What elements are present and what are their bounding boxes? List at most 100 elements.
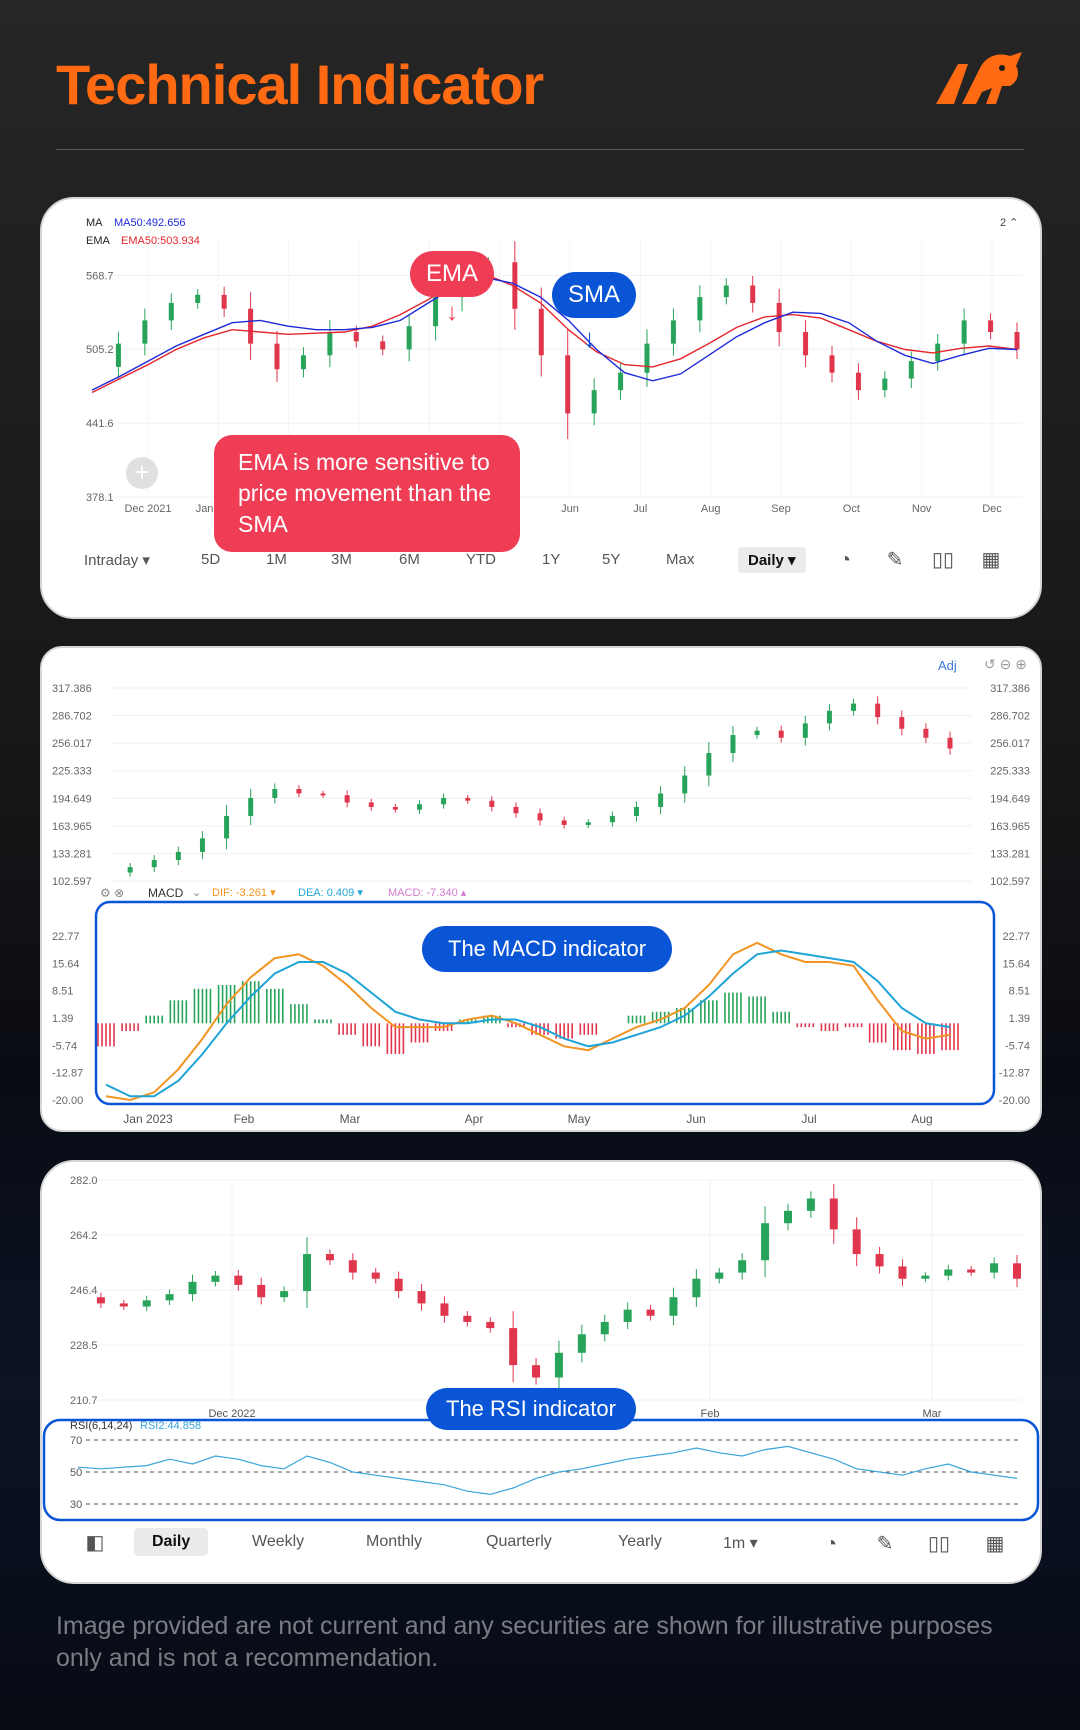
c1-price-candle — [618, 372, 624, 391]
c2-macd-right-tick-label: -20.00 — [999, 1095, 1030, 1107]
c3-price-candle — [623, 1309, 632, 1322]
c2-price-candle — [899, 717, 905, 729]
pencil-icon[interactable]: ✎ — [886, 549, 904, 571]
c1-price-candle — [855, 372, 861, 391]
c1-price-candle — [803, 332, 809, 356]
speedometer-icon[interactable]: ◔ — [824, 1533, 838, 1555]
c1-price-candle — [115, 343, 121, 367]
rsi-value: RSI2:44.858 — [140, 1420, 202, 1432]
c3-tick-label: 264.2 — [70, 1230, 98, 1242]
range-1y[interactable]: 1Y — [542, 551, 561, 568]
c2-x-tick-label: Mar — [340, 1112, 361, 1126]
ema-callout: EMA — [410, 251, 495, 297]
c2-right-tick-label: 194.649 — [990, 793, 1030, 805]
c1-price-candle — [1014, 332, 1020, 350]
ema-arrow-icon: ↓ — [446, 299, 458, 326]
c2-tick-label: 256.017 — [52, 738, 92, 750]
period-monthly[interactable]: Monthly — [366, 1533, 423, 1550]
adj-toggle[interactable]: Adj — [938, 658, 957, 673]
rsi-chart-card: 282.0 264.2 246.4 228.5 210.7 Dec 2022 Feb Mar 7… — [40, 1160, 1042, 1584]
range-5d[interactable]: 5D — [201, 551, 221, 568]
macd-callout: The MACD indicator — [422, 926, 673, 972]
c2-tick-label: 102.597 — [52, 876, 92, 888]
period-daily[interactable]: Daily — [134, 1528, 209, 1556]
c3-price-candle — [852, 1229, 861, 1255]
c3-price-candle — [234, 1275, 243, 1285]
rsi-tick-label: 30 — [70, 1499, 82, 1511]
dea-line — [105, 949, 951, 1098]
c1-price-candle — [300, 355, 306, 370]
c2-price-candle — [489, 800, 495, 807]
c1-price-candle — [512, 262, 518, 309]
c2-tick-label: 163.965 — [52, 821, 92, 833]
disclaimer: Image provided are not current and any s… — [56, 1612, 993, 1672]
c3-x-tick-label: Mar — [923, 1408, 942, 1420]
c3-price-candle — [165, 1294, 174, 1301]
legend-collapse-toggle[interactable]: 2 ⌃ — [1000, 217, 1019, 229]
macd-settings-icon[interactable]: ⚙ ⊗ — [100, 886, 125, 900]
rsi-highlight-box — [42, 1418, 1040, 1522]
c2-right-tick-label: 225.333 — [990, 766, 1030, 778]
c2-tick-label: 286.702 — [52, 711, 92, 723]
c3-price-candle — [142, 1300, 151, 1307]
c1-price-candle — [168, 302, 174, 321]
range-daily[interactable]: Daily ▾ — [738, 547, 806, 573]
range-toolbar: Intraday ▾ 5D 1M 3M 6M YTD 1Y 5Y Max Dai… — [42, 547, 1040, 577]
c2-price-candle — [634, 806, 640, 816]
c1-price-candle — [697, 297, 703, 321]
range-intraday[interactable]: Intraday ▾ — [84, 552, 150, 569]
c2-right-tick-label: 286.702 — [990, 711, 1030, 723]
add-indicator-button[interactable]: + — [126, 457, 158, 489]
c2-price-candle — [923, 728, 929, 738]
grid-icon[interactable]: ▦ — [985, 1533, 1005, 1555]
c2-price-candle — [127, 867, 133, 873]
c2-x-tick-label: Jul — [801, 1112, 816, 1126]
c3-price-candle — [554, 1352, 563, 1378]
c3-price-candle — [1013, 1263, 1021, 1279]
c1-price-candle — [565, 355, 571, 414]
range-5y[interactable]: 5Y — [602, 551, 621, 568]
candlestick-icon[interactable]: ▯▯ — [931, 549, 954, 571]
pencil-icon[interactable]: ✎ — [876, 1533, 894, 1555]
c1-price-candle — [406, 326, 412, 350]
c3-price-candle — [944, 1269, 953, 1276]
c1-x-tick-label: Sep — [771, 503, 791, 515]
range-ytd[interactable]: YTD — [466, 551, 496, 568]
c3-price-candle — [738, 1260, 747, 1273]
c2-right-tick-label: 163.965 — [990, 821, 1030, 833]
range-3m[interactable]: 3M — [331, 551, 352, 568]
period-yearly[interactable]: Yearly — [618, 1533, 662, 1550]
c2-macd-right-tick-label: 15.64 — [1002, 958, 1030, 970]
sma-arrow-icon: ↓ — [583, 323, 596, 353]
c2-price-candle — [465, 797, 471, 801]
c2-price-candle — [826, 710, 832, 724]
macd-name: MACD — [148, 886, 184, 900]
speedometer-icon[interactable]: ◔ — [838, 549, 852, 571]
rsi-callout: The RSI indicator — [426, 1388, 636, 1430]
c2-macd-tick-label: 22.77 — [52, 931, 80, 943]
rsi-line — [77, 1445, 1018, 1496]
grid-icon[interactable]: ▦ — [981, 549, 1001, 571]
c3-tick-label: 282.0 — [70, 1175, 98, 1187]
candlestick-icon[interactable]: ▯▯ — [927, 1533, 950, 1555]
chevron-down-icon[interactable]: ⌄ — [192, 887, 202, 899]
c2-macd-tick-label: 1.39 — [52, 1013, 73, 1025]
period-toolbar: ◧ Daily Weekly Monthly Quarterly Yearly … — [42, 1528, 1040, 1562]
period-1m[interactable]: 1m ▾ — [723, 1535, 758, 1552]
period-quarterly[interactable]: Quarterly — [486, 1533, 552, 1550]
range-1m[interactable]: 1M — [266, 551, 287, 568]
c3-price-candle — [417, 1291, 426, 1304]
c1-price-candle — [195, 294, 201, 303]
c1-x-tick-label: Jul — [633, 503, 647, 515]
macd-chart: 317.386 286.702 256.017 225.333 194.649 163.9… — [52, 683, 1030, 1126]
legend-ema-value: EMA50:503.934 — [121, 235, 200, 247]
chart-controls-icon[interactable]: ↺ ⊖ ⊕ — [984, 656, 1027, 672]
sidebar-toggle-icon[interactable]: ◧ — [85, 1532, 105, 1554]
c2-price-candle — [537, 813, 543, 821]
range-max[interactable]: Max — [666, 551, 695, 568]
c3-tick-label: 228.5 — [70, 1340, 98, 1352]
rsi-name: RSI(6,14,24) — [70, 1420, 133, 1432]
range-6m[interactable]: 6M — [399, 551, 420, 568]
c1-price-candle — [829, 355, 835, 373]
period-weekly[interactable]: Weekly — [252, 1533, 305, 1550]
